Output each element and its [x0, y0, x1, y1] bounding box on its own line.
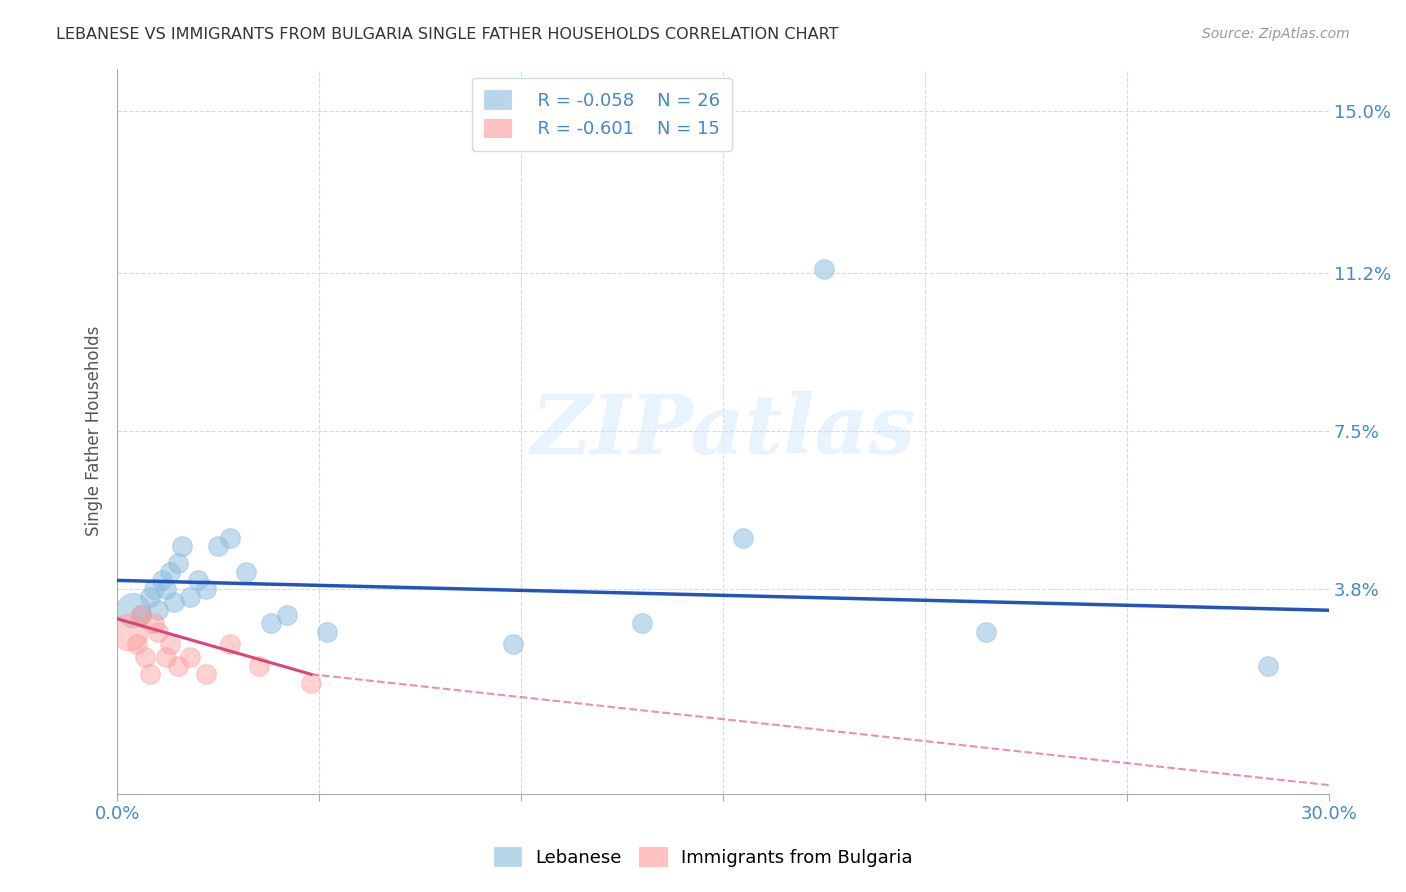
Point	[142, 615, 165, 630]
Point	[131, 607, 153, 622]
Point	[146, 603, 169, 617]
Point	[235, 565, 257, 579]
Point	[138, 667, 160, 681]
Point	[122, 603, 145, 617]
Point	[142, 582, 165, 596]
Point	[150, 574, 173, 588]
Point	[155, 650, 177, 665]
Point	[219, 531, 242, 545]
Point	[813, 262, 835, 277]
Point	[299, 675, 322, 690]
Point	[276, 607, 298, 622]
Point	[187, 574, 209, 588]
Point	[207, 539, 229, 553]
Y-axis label: Single Father Households: Single Father Households	[86, 326, 103, 536]
Point	[733, 531, 755, 545]
Point	[159, 565, 181, 579]
Point	[195, 667, 218, 681]
Point	[974, 624, 997, 639]
Point	[146, 624, 169, 639]
Point	[134, 650, 156, 665]
Point	[155, 582, 177, 596]
Point	[127, 637, 149, 651]
Point	[179, 591, 201, 605]
Point	[166, 557, 188, 571]
Legend: Lebanese, Immigrants from Bulgaria: Lebanese, Immigrants from Bulgaria	[486, 840, 920, 874]
Legend:   R = -0.058    N = 26,   R = -0.601    N = 15: R = -0.058 N = 26, R = -0.601 N = 15	[471, 78, 733, 151]
Point	[247, 658, 270, 673]
Point	[163, 595, 186, 609]
Point	[179, 650, 201, 665]
Point	[138, 591, 160, 605]
Text: Source: ZipAtlas.com: Source: ZipAtlas.com	[1202, 27, 1350, 41]
Point	[170, 539, 193, 553]
Point	[260, 615, 283, 630]
Point	[1257, 658, 1279, 673]
Point	[316, 624, 339, 639]
Point	[166, 658, 188, 673]
Point	[502, 637, 524, 651]
Point	[118, 624, 141, 639]
Text: LEBANESE VS IMMIGRANTS FROM BULGARIA SINGLE FATHER HOUSEHOLDS CORRELATION CHART: LEBANESE VS IMMIGRANTS FROM BULGARIA SIN…	[56, 27, 839, 42]
Point	[131, 607, 153, 622]
Point	[219, 637, 242, 651]
Point	[631, 615, 654, 630]
Point	[159, 637, 181, 651]
Point	[195, 582, 218, 596]
Text: ZIPatlas: ZIPatlas	[530, 391, 915, 471]
